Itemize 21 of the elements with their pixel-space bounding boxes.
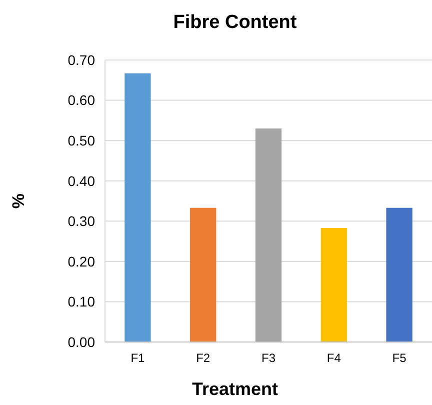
y-tick-label: 0.50: [68, 132, 96, 148]
y-axis-title: %: [9, 193, 28, 209]
y-tick-label: 0.00: [68, 334, 96, 350]
y-tick-label: 0.60: [68, 92, 96, 108]
bar: [255, 128, 282, 342]
y-tick-label: 0.70: [68, 52, 96, 68]
chart-title: Fibre Content: [173, 12, 298, 33]
x-axis-title: Treatment: [192, 379, 278, 399]
x-tick-label: F2: [196, 351, 210, 365]
bar: [190, 208, 216, 342]
y-tick-label: 0.40: [68, 172, 96, 189]
y-tick-label: 0.20: [68, 253, 96, 270]
bar: [386, 208, 412, 342]
bar: [320, 228, 347, 342]
x-tick-label: F3: [261, 351, 276, 365]
y-tick-label: 0.30: [68, 213, 96, 230]
x-tick-label: F5: [392, 351, 407, 365]
bar: [124, 73, 151, 342]
x-tick-label: F1: [130, 351, 146, 365]
y-tick-label: 0.10: [68, 294, 96, 310]
x-tick-label: F4: [326, 351, 342, 365]
